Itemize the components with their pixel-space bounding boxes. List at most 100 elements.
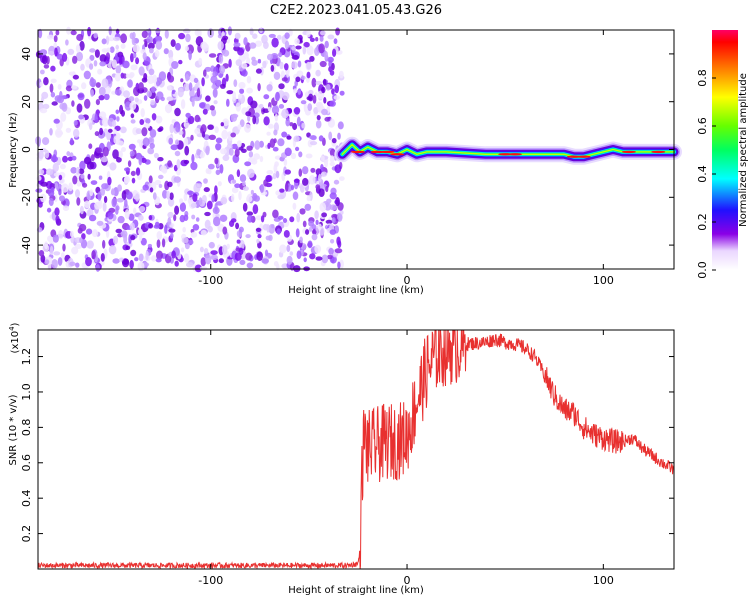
spectrogram-noise-cell xyxy=(107,176,112,186)
spectrogram-noise-cell xyxy=(278,104,285,109)
spectrogram-noise-cell xyxy=(38,28,43,39)
spectrogram-noise-cell xyxy=(139,232,143,242)
spectrogram-noise-cell xyxy=(211,194,215,203)
spectrogram-noise-cell xyxy=(62,155,68,163)
spectrogram-noise-cell xyxy=(298,168,303,177)
spectrogram-noise-cell xyxy=(236,239,241,244)
spectrogram-noise-cell xyxy=(174,107,181,117)
spectrogram-noise-cell xyxy=(194,83,198,92)
spectrogram-noise-cell xyxy=(65,127,72,133)
spectrogram-noise-cell xyxy=(244,123,252,133)
spectrogram-noise-cell xyxy=(142,137,150,147)
spectrogram-noise-cell xyxy=(128,73,134,79)
spectrogram-noise-cell xyxy=(167,211,174,219)
spectrogram-noise-cell xyxy=(255,215,263,221)
spectrogram-noise-cell xyxy=(76,166,80,175)
spectrogram-noise-cell xyxy=(324,159,328,168)
spectrogram-noise-cell xyxy=(215,169,221,176)
spectrogram-noise-cell xyxy=(167,217,172,226)
y-tick-label: 20 xyxy=(20,95,33,109)
spectrogram-noise-cell xyxy=(281,108,289,119)
spectrogram-noise-cell xyxy=(175,139,180,146)
spectrogram-noise-cell xyxy=(200,229,207,236)
spectrogram-noise-cell xyxy=(255,68,262,74)
spectrogram-noise-cell xyxy=(305,229,310,235)
spectrogram-noise-cell xyxy=(151,86,156,93)
spectrogram-noise-cell xyxy=(246,87,254,94)
spectrogram-noise-cell xyxy=(130,234,136,241)
spectrogram-noise-cell xyxy=(164,224,168,234)
spectrogram-noise-cell xyxy=(102,202,107,212)
spectrogram-noise-cell xyxy=(61,102,68,112)
spectrogram-noise-cell xyxy=(123,90,130,98)
spectrogram-noise-cell xyxy=(130,249,137,257)
spectrogram-panel: -100 0 100 -40 -20 0 20 40 Height of straight … xyxy=(8,26,682,296)
spectrogram-noise-cell xyxy=(231,113,239,119)
spectrogram-noise-cell xyxy=(148,215,153,221)
spectrogram-noise-cell xyxy=(290,152,297,160)
spectrogram-noise-cell xyxy=(282,218,288,223)
spectrogram-noise-cell xyxy=(117,215,125,224)
spectrogram-noise-cell xyxy=(124,101,132,111)
spectrogram-noise-cell xyxy=(169,192,174,200)
spectrogram-noise-cell xyxy=(180,78,184,83)
spectrogram-noise-cell xyxy=(245,111,252,117)
spectrogram-noise-cell xyxy=(145,250,149,261)
spectrogram-noise-cell xyxy=(89,122,93,130)
spectrogram-noise-cell xyxy=(309,37,315,42)
spectrogram-noise-cell xyxy=(204,254,212,265)
spectrogram-noise-cell xyxy=(98,175,103,180)
spectrogram-noise-cell xyxy=(329,100,336,107)
spectrogram-noise-cell xyxy=(91,229,99,238)
spectrogram-noise-cell xyxy=(51,259,58,269)
spectrogram-noise-cell xyxy=(54,182,58,189)
spectrogram-noise-cell xyxy=(36,175,42,181)
snr-x-label: Height of straight line (km) xyxy=(288,585,424,596)
spectrogram-noise-cell xyxy=(266,84,273,92)
spectrogram-noise-cell xyxy=(57,257,63,266)
spectrogram-noise-cell xyxy=(125,73,130,79)
spectrogram-noise-cell xyxy=(227,26,232,36)
spectrogram-noise-cell xyxy=(257,58,262,64)
spectrogram-y-ticks: -40 -20 0 20 40 xyxy=(20,47,674,254)
spectrogram-noise-cell xyxy=(156,231,163,240)
spectrogram-noise-cell xyxy=(242,186,249,191)
spectrogram-noise-cell xyxy=(264,249,269,257)
spectrogram-noise-cell xyxy=(262,108,270,113)
spectrogram-noise-cell xyxy=(48,198,54,206)
spectrogram-noise-cell xyxy=(139,119,145,125)
spectrogram-noise-cell xyxy=(46,180,53,190)
spectrogram-noise-cell xyxy=(216,232,220,239)
spectrogram-noise-cell xyxy=(274,161,279,167)
spectrogram-noise-cell xyxy=(40,181,48,187)
spectrogram-noise-cell xyxy=(72,55,78,64)
spectrogram-noise-cell xyxy=(234,252,242,261)
spectrogram-noise-cell xyxy=(146,36,153,44)
spectrogram-noise-cell xyxy=(130,64,138,71)
spectrogram-noise-cell xyxy=(122,73,127,79)
spectrogram-noise-cell xyxy=(226,243,230,250)
spectrogram-noise-cell xyxy=(128,213,135,221)
spectrogram-noise-cell xyxy=(122,60,130,69)
spectrogram-noise-cell xyxy=(328,131,333,141)
spectrogram-noise-cell xyxy=(154,35,163,43)
spectrogram-noise-cell xyxy=(47,34,54,40)
spectrogram-noise-cell xyxy=(75,262,80,268)
spectrogram-noise-cell xyxy=(54,207,60,216)
spectrogram-noise-cell xyxy=(208,241,215,249)
spectrogram-noise-cell xyxy=(275,190,281,196)
spectrogram-noise-cell xyxy=(212,88,218,98)
spectrogram-noise-cell xyxy=(97,191,102,201)
spectrogram-noise-cell xyxy=(282,91,290,101)
y-tick-label: -40 xyxy=(20,236,33,254)
spectrogram-noise-cell xyxy=(135,128,142,135)
y-tick-label: 1.0 xyxy=(20,383,33,401)
spectrogram-noise-cell xyxy=(155,40,163,50)
x-tick-label: -100 xyxy=(198,574,223,587)
spectrogram-noise-cell xyxy=(301,75,306,80)
spectrogram-noise-cell xyxy=(337,121,344,130)
spectrogram-noise-cell xyxy=(50,65,56,72)
spectrogram-noise-cell xyxy=(261,34,268,45)
spectrogram-noise-cell xyxy=(179,198,184,204)
spectrogram-noise-cell xyxy=(337,213,343,221)
